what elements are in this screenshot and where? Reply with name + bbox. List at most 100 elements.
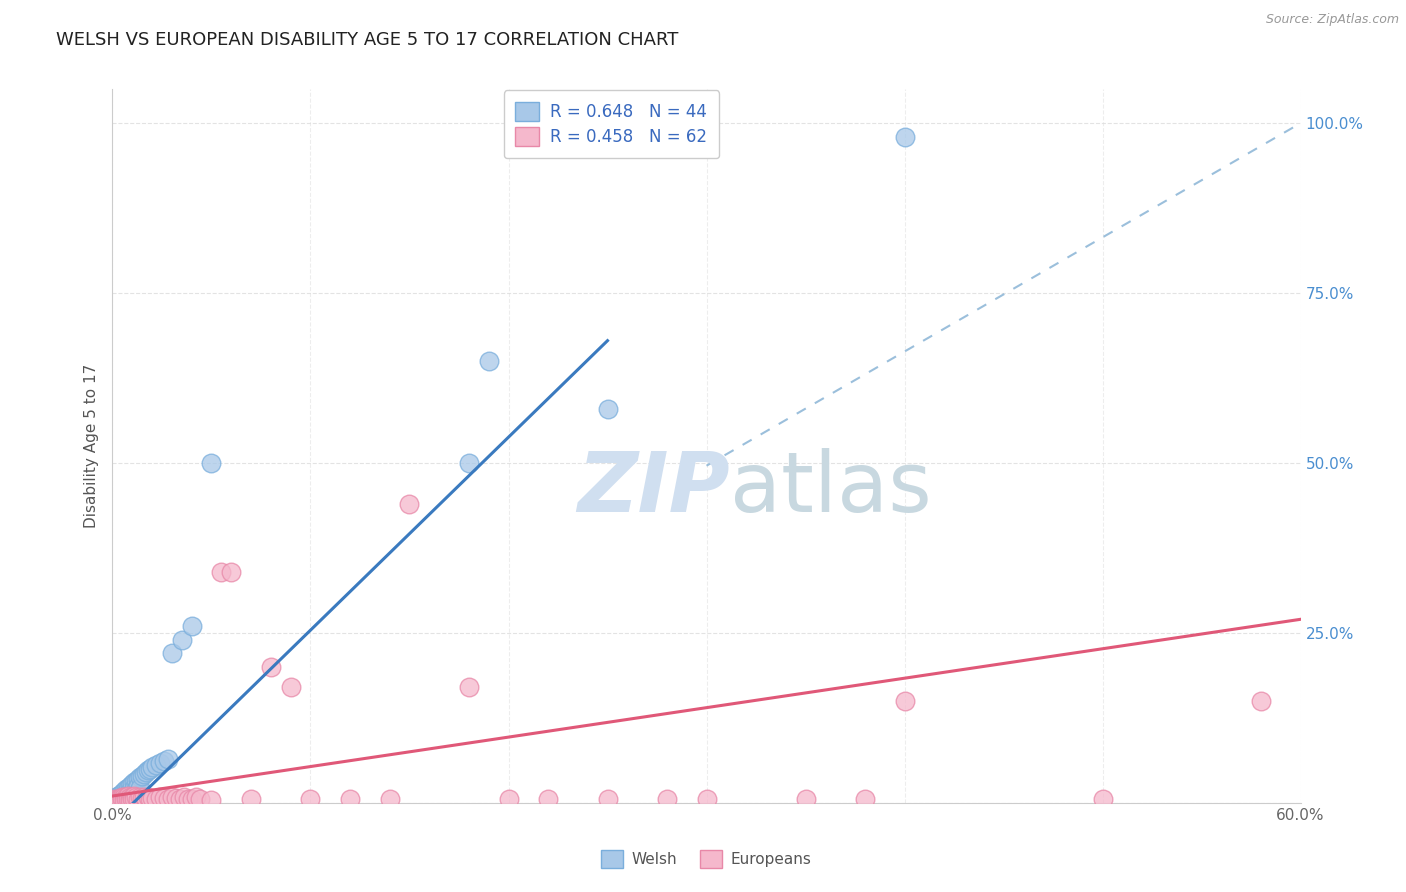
Point bbox=[149, 790, 172, 805]
Point bbox=[121, 792, 143, 806]
Point bbox=[1091, 792, 1114, 806]
Point bbox=[125, 782, 148, 797]
Point bbox=[1250, 694, 1272, 708]
Point bbox=[120, 790, 142, 805]
Point bbox=[129, 770, 152, 784]
Point bbox=[209, 565, 232, 579]
Point bbox=[299, 792, 322, 806]
Point bbox=[121, 789, 143, 804]
Point bbox=[129, 789, 152, 804]
Point bbox=[458, 680, 481, 694]
Text: Source: ZipAtlas.com: Source: ZipAtlas.com bbox=[1265, 13, 1399, 27]
Point bbox=[184, 790, 207, 805]
Point bbox=[121, 786, 143, 800]
Point bbox=[115, 792, 138, 806]
Point bbox=[125, 790, 148, 805]
Point bbox=[339, 792, 361, 806]
Point bbox=[117, 788, 139, 802]
Point bbox=[122, 780, 145, 795]
Point bbox=[134, 767, 156, 781]
Point bbox=[111, 792, 134, 806]
Point bbox=[122, 775, 145, 789]
Point bbox=[136, 763, 159, 777]
Point bbox=[139, 792, 162, 806]
Point bbox=[156, 751, 179, 765]
Point bbox=[111, 790, 134, 805]
Point bbox=[260, 660, 283, 674]
Point bbox=[110, 791, 132, 805]
Point bbox=[696, 792, 718, 806]
Point bbox=[127, 779, 149, 793]
Point bbox=[103, 792, 125, 806]
Point bbox=[177, 791, 200, 805]
Point bbox=[149, 756, 172, 771]
Point bbox=[115, 782, 138, 797]
Point bbox=[131, 791, 153, 805]
Point bbox=[240, 792, 263, 806]
Point bbox=[120, 793, 142, 807]
Point bbox=[107, 792, 129, 806]
Point bbox=[188, 792, 211, 806]
Point bbox=[893, 129, 915, 144]
Point bbox=[127, 772, 149, 786]
Point bbox=[180, 619, 202, 633]
Point bbox=[478, 354, 501, 368]
Point bbox=[219, 565, 242, 579]
Point bbox=[170, 632, 193, 647]
Point bbox=[200, 456, 222, 470]
Text: ZIP: ZIP bbox=[578, 449, 730, 529]
Point bbox=[498, 792, 520, 806]
Point bbox=[120, 779, 142, 793]
Text: atlas: atlas bbox=[730, 449, 932, 529]
Point bbox=[111, 786, 134, 800]
Point bbox=[105, 793, 128, 807]
Point bbox=[280, 680, 302, 694]
Point bbox=[160, 790, 183, 805]
Point bbox=[134, 790, 156, 805]
Point bbox=[596, 401, 619, 416]
Point bbox=[110, 793, 132, 807]
Point bbox=[458, 456, 481, 470]
Point bbox=[107, 794, 129, 808]
Point bbox=[107, 789, 129, 803]
Point bbox=[153, 791, 176, 805]
Point bbox=[141, 791, 163, 805]
Point bbox=[117, 780, 139, 795]
Point bbox=[853, 792, 876, 806]
Point bbox=[125, 774, 148, 789]
Point bbox=[145, 758, 167, 772]
Point bbox=[537, 792, 560, 806]
Point bbox=[129, 780, 152, 795]
Y-axis label: Disability Age 5 to 17: Disability Age 5 to 17 bbox=[84, 364, 100, 528]
Point bbox=[200, 793, 222, 807]
Point bbox=[165, 791, 187, 805]
Point bbox=[893, 694, 915, 708]
Point bbox=[141, 760, 163, 774]
Point bbox=[111, 790, 134, 805]
Point bbox=[127, 791, 149, 805]
Point bbox=[655, 792, 678, 806]
Point bbox=[131, 769, 153, 783]
Point bbox=[135, 765, 157, 780]
Point bbox=[117, 792, 139, 806]
Point bbox=[169, 792, 191, 806]
Point bbox=[112, 790, 135, 805]
Point bbox=[173, 790, 195, 805]
Point bbox=[398, 497, 420, 511]
Point bbox=[145, 791, 167, 805]
Legend: Welsh, Europeans: Welsh, Europeans bbox=[595, 844, 818, 873]
Point bbox=[794, 792, 817, 806]
Point bbox=[122, 789, 145, 803]
Point bbox=[139, 762, 162, 776]
Point bbox=[122, 792, 145, 806]
Point bbox=[135, 791, 157, 805]
Point bbox=[112, 783, 135, 797]
Point bbox=[115, 789, 138, 804]
Point bbox=[378, 792, 401, 806]
Point bbox=[160, 646, 183, 660]
Point bbox=[110, 788, 132, 802]
Point bbox=[112, 789, 135, 803]
Point bbox=[110, 791, 132, 805]
Point bbox=[115, 786, 138, 800]
Point bbox=[112, 793, 135, 807]
